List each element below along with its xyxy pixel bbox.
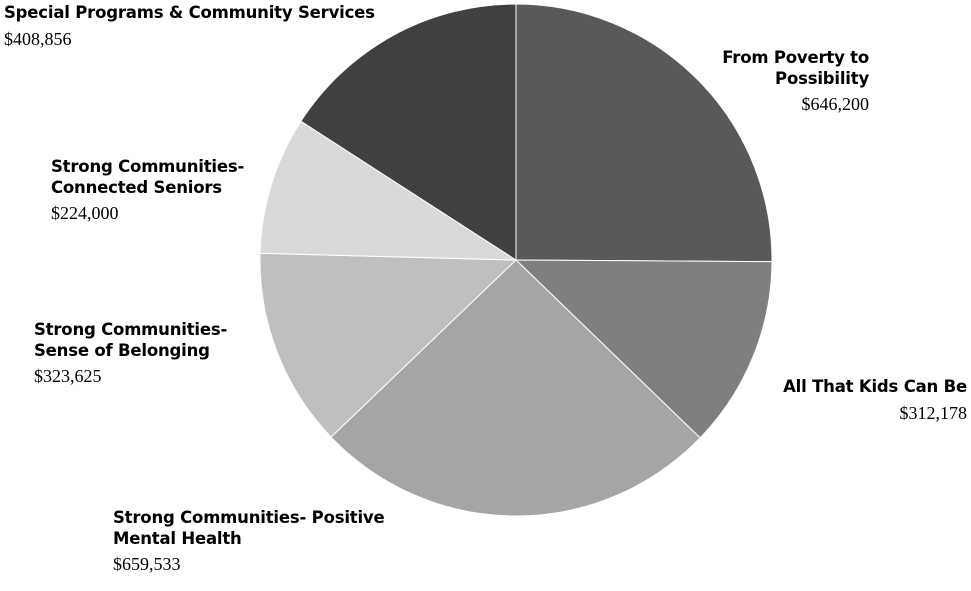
slice-name-line: Sense of Belonging xyxy=(34,340,210,360)
label-connected-seniors: Strong Communities- Connected Seniors $2… xyxy=(51,157,244,225)
slice-name-line: From Poverty to xyxy=(722,48,869,67)
slice-name-line: Strong Communities- xyxy=(34,320,228,339)
pie-slice-5 xyxy=(300,3,517,261)
slice-name: Special Programs & Community Services xyxy=(4,3,375,24)
slice-value: $646,200 xyxy=(801,94,870,115)
pie-slice-4 xyxy=(259,120,518,261)
slice-name-line: Connected Seniors xyxy=(51,177,222,197)
slice-name-line: Strong Communities- Positive xyxy=(113,508,385,527)
slice-name-line: All That Kids Can Be xyxy=(783,377,967,396)
slice-value: $224,000 xyxy=(51,203,119,224)
slice-value: $312,178 xyxy=(899,402,968,423)
pie-slice-1 xyxy=(514,259,773,439)
label-sense-of-belonging: Strong Communities- Sense of Belonging $… xyxy=(34,320,227,388)
label-positive-mental-health: Strong Communities- Positive Mental Heal… xyxy=(113,508,385,576)
pie-slice-3 xyxy=(259,252,518,438)
slice-name-line: Mental Health xyxy=(113,528,242,548)
pie-slice-2 xyxy=(330,259,701,517)
slice-name: All That Kids Can Be xyxy=(783,377,967,398)
slice-name-line: Special Programs & Community Services xyxy=(4,3,375,22)
slice-value: $323,625 xyxy=(34,366,102,387)
slice-name-line: Possibility xyxy=(775,68,869,88)
slice-value: $408,856 xyxy=(4,28,72,49)
label-special-programs: Special Programs & Community Services $4… xyxy=(4,3,375,50)
label-all-that-kids-can-be: All That Kids Can Be $312,178 xyxy=(783,377,967,424)
slice-name: From Poverty to Possibility xyxy=(722,48,869,89)
slice-value: $659,533 xyxy=(113,554,181,575)
slice-name-line: Strong Communities- xyxy=(51,157,245,176)
slice-name: Strong Communities- Positive Mental Heal… xyxy=(113,508,385,549)
label-from-poverty-to-possibility: From Poverty to Possibility $646,200 xyxy=(722,48,869,116)
pie-slice-0 xyxy=(515,3,773,263)
slice-name: Strong Communities- Sense of Belonging xyxy=(34,320,227,361)
slice-name: Strong Communities- Connected Seniors xyxy=(51,157,244,198)
